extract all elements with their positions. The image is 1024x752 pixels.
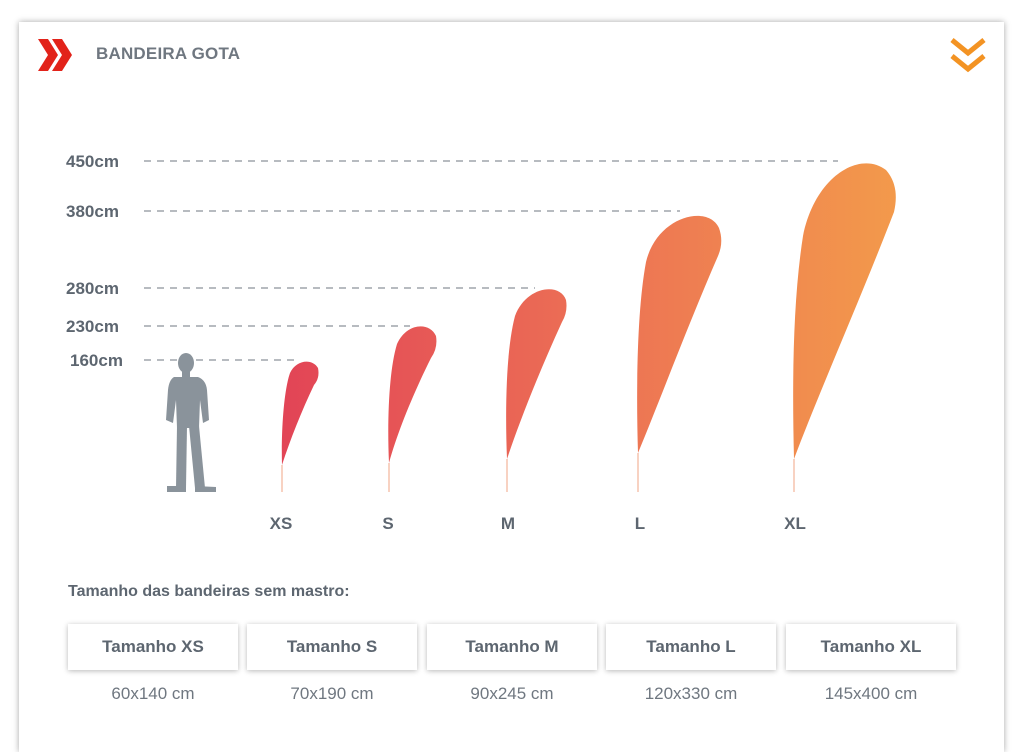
double-chevron-right-icon (38, 39, 72, 71)
size-label-m: M (501, 514, 515, 533)
height-label-450: 450cm (66, 152, 119, 171)
flag-xs (281, 361, 319, 465)
flag-size-diagram: 450cm 380cm 280cm 230cm 160cm XS S M L X… (66, 152, 896, 533)
flag-l (637, 215, 722, 453)
flag-xl (793, 163, 896, 459)
table-heading: Tamanho das bandeiras sem mastro: (68, 583, 350, 600)
person-silhouette-icon (166, 353, 216, 492)
size-label-xl: XL (784, 514, 806, 533)
height-label-160: 160cm (70, 351, 123, 370)
double-chevron-down-icon[interactable] (948, 36, 988, 76)
flag-m (506, 289, 567, 459)
dims-s: 70x190 cm (290, 684, 374, 703)
height-label-230: 230cm (66, 317, 119, 336)
page-title: BANDEIRA GOTA (96, 44, 241, 63)
flag-s (388, 326, 437, 463)
dims-m: 90x245 cm (470, 684, 554, 703)
dims-l: 120x330 cm (644, 684, 738, 703)
dims-xs: 60x140 cm (111, 684, 195, 703)
size-box-l[interactable]: Tamanho L (606, 624, 776, 670)
size-box-xl[interactable]: Tamanho XL (786, 624, 956, 670)
height-label-380: 380cm (66, 202, 119, 221)
height-label-280: 280cm (66, 279, 119, 298)
size-box-s[interactable]: Tamanho S (247, 624, 417, 670)
size-label-xs: XS (270, 514, 293, 533)
size-label-l: L (635, 514, 645, 533)
size-box-m[interactable]: Tamanho M (427, 624, 597, 670)
dims-xl: 145x400 cm (824, 684, 918, 703)
size-label-s: S (382, 514, 393, 533)
size-box-xs[interactable]: Tamanho XS (68, 624, 238, 670)
